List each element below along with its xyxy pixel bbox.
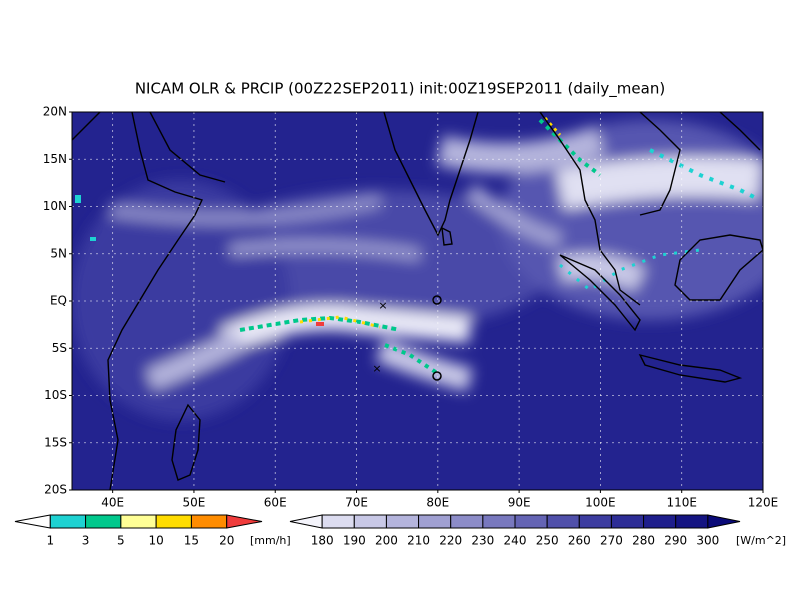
legend-label: 270 bbox=[600, 534, 623, 548]
lon-label: 120E bbox=[748, 496, 779, 510]
map: × × bbox=[72, 112, 763, 490]
cloud-field bbox=[72, 120, 763, 420]
legend-label: 260 bbox=[568, 534, 591, 548]
coastlines bbox=[72, 112, 763, 490]
legend-swatch bbox=[321, 514, 355, 529]
lon-label: 100E bbox=[585, 496, 616, 510]
legend-label: 300 bbox=[696, 534, 719, 548]
lat-label: 5N bbox=[50, 246, 67, 260]
legend-label: 1 bbox=[46, 534, 54, 548]
lon-label: 80E bbox=[426, 496, 449, 510]
lat-label: 10S bbox=[44, 388, 67, 402]
lon-label: 40E bbox=[101, 496, 124, 510]
legend-label: 20 bbox=[219, 534, 234, 548]
legend-swatch bbox=[385, 514, 420, 529]
legend-swatch bbox=[514, 514, 548, 529]
legend-arrow bbox=[289, 514, 323, 529]
legend-label: 3 bbox=[82, 534, 90, 548]
lat-label: 5S bbox=[52, 341, 67, 355]
precip-spots bbox=[75, 117, 761, 377]
legend-swatch bbox=[643, 514, 677, 529]
legend-label: 280 bbox=[632, 534, 655, 548]
lat-label: 15N bbox=[43, 152, 67, 166]
legend-label: 230 bbox=[471, 534, 494, 548]
lon-label: 70E bbox=[345, 496, 368, 510]
lat-label: 20N bbox=[43, 105, 67, 119]
lon-label: 50E bbox=[183, 496, 206, 510]
legend-arrow bbox=[707, 514, 741, 529]
legend-swatch bbox=[120, 514, 157, 529]
legend-swatch bbox=[546, 514, 580, 529]
lat-label: 20S bbox=[44, 483, 67, 497]
legend-arrow bbox=[226, 514, 263, 529]
legend-swatch bbox=[482, 514, 516, 529]
svg-text:×: × bbox=[372, 362, 381, 375]
legend-swatch bbox=[675, 514, 709, 529]
legend-label: 200 bbox=[375, 534, 398, 548]
legend-swatch bbox=[85, 514, 122, 529]
svg-text:×: × bbox=[378, 299, 387, 312]
legend-swatch bbox=[190, 514, 228, 529]
legend-arrow bbox=[14, 514, 51, 529]
legend-label: 15 bbox=[184, 534, 199, 548]
lat-label: 15S bbox=[44, 435, 67, 449]
legend-label: 180 bbox=[311, 534, 334, 548]
lon-label: 60E bbox=[264, 496, 287, 510]
title: NICAM OLR & PRCIP (00Z22SEP2011) init:00… bbox=[135, 80, 665, 99]
legend-swatch bbox=[353, 514, 387, 529]
legend-label: 250 bbox=[536, 534, 559, 548]
lat-label: 10N bbox=[43, 199, 67, 213]
legend-label: 290 bbox=[664, 534, 687, 548]
legend-label: 190 bbox=[343, 534, 366, 548]
legend-label: 240 bbox=[504, 534, 527, 548]
legend-unit: [W/m^2] bbox=[736, 534, 786, 547]
lon-label: 110E bbox=[666, 496, 697, 510]
legend-swatch bbox=[155, 514, 192, 529]
legend-label: 5 bbox=[117, 534, 125, 548]
legend-swatch bbox=[578, 514, 612, 529]
legend-label: 220 bbox=[439, 534, 462, 548]
legend-swatch bbox=[610, 514, 645, 529]
markers: × × bbox=[372, 295, 442, 381]
grid bbox=[72, 112, 763, 490]
legend-unit: [mm/h] bbox=[250, 534, 291, 547]
legend-swatch bbox=[418, 514, 452, 529]
legend-label: 210 bbox=[407, 534, 430, 548]
lon-label: 90E bbox=[508, 496, 531, 510]
axes: 20N 15N 10N 5N EQ 5S 10S 15S 20S 40E 50E 60E 70E 80E 9… bbox=[43, 105, 779, 510]
legend-swatch bbox=[49, 514, 87, 529]
legend-swatch bbox=[450, 514, 484, 529]
lat-label: EQ bbox=[50, 294, 67, 308]
legend-label: 10 bbox=[149, 534, 164, 548]
legends: 1 3 5 10 15 20 [mm/h] 180 190 200 210 220 230 240 250 2… bbox=[14, 514, 786, 548]
